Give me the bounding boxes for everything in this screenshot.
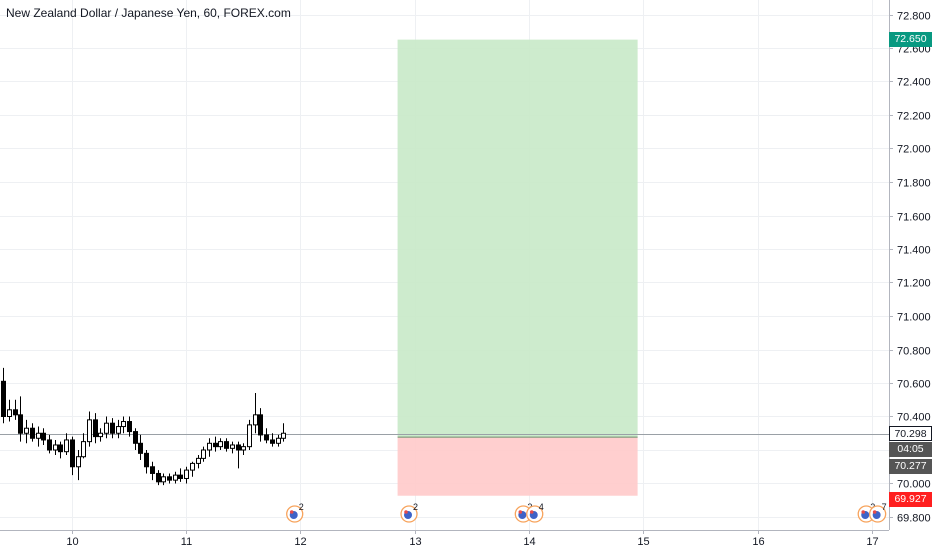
price-tick-label: 71.400 bbox=[897, 245, 931, 257]
candle-up bbox=[81, 441, 86, 458]
candle-up bbox=[36, 432, 41, 439]
price-tick-label: 70.800 bbox=[897, 346, 931, 358]
candle-down bbox=[138, 442, 143, 454]
time-tick-label: 11 bbox=[181, 536, 192, 548]
candle-up bbox=[24, 427, 29, 434]
candle-up bbox=[98, 432, 103, 438]
event-count: 4 bbox=[539, 502, 544, 512]
price-tick-label: 72.800 bbox=[897, 11, 931, 23]
candle-down bbox=[224, 441, 229, 449]
candle-down bbox=[58, 444, 63, 453]
candle-up bbox=[253, 414, 258, 426]
candle-down bbox=[41, 432, 46, 441]
candle-down bbox=[213, 442, 218, 448]
time-tick-label: 15 bbox=[637, 536, 649, 548]
candle-down bbox=[93, 419, 98, 438]
price-tick-label: 71.000 bbox=[897, 312, 931, 324]
candle-down bbox=[70, 439, 75, 468]
candle-up bbox=[104, 422, 109, 434]
candle-down bbox=[30, 427, 35, 439]
candle-down bbox=[1, 380, 6, 418]
candle-down bbox=[270, 439, 275, 444]
candle-down bbox=[133, 431, 138, 444]
time-tick-label: 17 bbox=[866, 536, 878, 548]
candle-up bbox=[247, 424, 252, 448]
candles bbox=[1, 367, 286, 486]
event-flag-dot bbox=[404, 510, 408, 514]
price-tick-label: 71.800 bbox=[897, 178, 931, 190]
target-price-tag: 72.650 bbox=[889, 32, 932, 48]
candle-up bbox=[241, 446, 246, 451]
event-count: 2 bbox=[299, 502, 304, 512]
price-tick-label: 70.000 bbox=[897, 479, 931, 491]
candle-down bbox=[144, 452, 149, 468]
event-flag-dot bbox=[861, 510, 866, 514]
candle-up bbox=[173, 474, 178, 481]
candle-up bbox=[64, 439, 69, 453]
event-count: 7 bbox=[882, 502, 887, 512]
candle-up bbox=[218, 441, 223, 448]
time-tick-label: 16 bbox=[752, 536, 764, 548]
price-tick-label: 70.400 bbox=[897, 412, 931, 424]
entry-price-tag: 70.277 bbox=[889, 458, 932, 474]
candle-up bbox=[53, 444, 58, 451]
candle-up bbox=[276, 437, 281, 444]
loss-zone[interactable] bbox=[397, 437, 638, 496]
price-tick-label: 70.600 bbox=[897, 379, 931, 391]
candle-down bbox=[258, 414, 263, 436]
time-tick-label: 13 bbox=[409, 536, 421, 548]
price-tick-label: 71.200 bbox=[897, 278, 931, 290]
candle-down bbox=[156, 472, 161, 483]
candle-up bbox=[190, 462, 195, 471]
candle-down bbox=[47, 439, 52, 451]
event-flag-dot bbox=[872, 510, 877, 514]
profit-zone[interactable] bbox=[397, 39, 638, 438]
position-zones[interactable] bbox=[0, 39, 889, 496]
candle-up bbox=[76, 456, 81, 468]
event-flag-dot bbox=[518, 510, 523, 514]
candle-up bbox=[121, 421, 126, 428]
candle-down bbox=[264, 434, 269, 441]
candle-down bbox=[178, 474, 183, 479]
time-axis[interactable]: 10 11 12 13 14 15 16 17 bbox=[66, 530, 879, 548]
current-price-tag: 70.298 bbox=[889, 426, 932, 442]
candle-down bbox=[150, 466, 155, 474]
candle-up bbox=[196, 457, 201, 464]
stop-price-tag: 69.927 bbox=[889, 492, 932, 508]
candle-up bbox=[201, 449, 206, 459]
event-count: 2 bbox=[413, 502, 418, 512]
candle-up bbox=[116, 426, 121, 434]
bar-countdown-tag: 04:05 bbox=[889, 442, 932, 458]
price-tick-label: 69.800 bbox=[897, 513, 931, 525]
price-tick-label: 72.400 bbox=[897, 77, 931, 89]
candle-down bbox=[127, 421, 132, 433]
candle-down bbox=[110, 422, 115, 434]
event-markers[interactable]: 222427 bbox=[286, 502, 887, 523]
candle-down bbox=[167, 476, 172, 481]
candle-down bbox=[236, 444, 241, 451]
time-tick-label: 10 bbox=[66, 536, 78, 548]
candle-up bbox=[161, 476, 166, 483]
event-flag-dot bbox=[289, 510, 294, 514]
candle-down bbox=[18, 414, 23, 434]
candle-up bbox=[184, 469, 189, 479]
chart-title: New Zealand Dollar / Japanese Yen, 60, F… bbox=[6, 6, 291, 20]
time-tick-label: 12 bbox=[294, 536, 306, 548]
candle-up bbox=[207, 442, 212, 451]
candle-up bbox=[230, 444, 235, 449]
price-tick-label: 72.200 bbox=[897, 111, 931, 123]
candle-up bbox=[87, 419, 92, 443]
candle-up bbox=[7, 409, 12, 417]
candle-down bbox=[13, 409, 18, 416]
time-tick-label: 14 bbox=[523, 536, 535, 548]
price-tick-label: 71.600 bbox=[897, 212, 931, 224]
event-flag-dot bbox=[529, 510, 534, 514]
price-tick-label: 72.000 bbox=[897, 144, 931, 156]
candle-up bbox=[281, 432, 286, 439]
